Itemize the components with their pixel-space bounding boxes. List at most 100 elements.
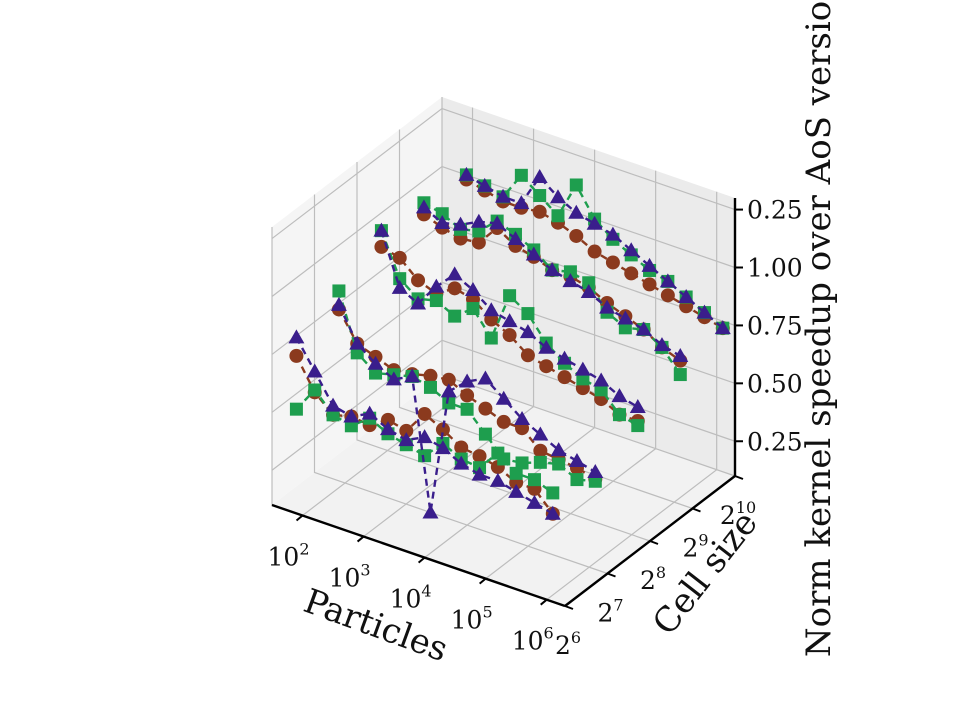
circle-marker (660, 288, 675, 303)
z-grid-line (271, 165, 736, 297)
square-marker (472, 224, 486, 238)
triangle-marker (672, 348, 689, 363)
triangle-marker (678, 289, 695, 303)
square-marker (442, 396, 456, 410)
triangle-marker (489, 472, 506, 487)
triangle-marker (501, 313, 518, 328)
y-tick-label-base: 2 (597, 599, 613, 628)
circle-marker (605, 255, 620, 270)
circle-marker (557, 370, 572, 385)
x-tick-label: 106 (512, 624, 554, 656)
triangle-marker (696, 304, 713, 319)
x-tick-label-base: 10 (512, 627, 544, 656)
triangle-marker (361, 405, 378, 420)
square-marker (673, 368, 687, 382)
square-marker (631, 419, 645, 433)
square-marker (484, 331, 498, 345)
square-marker (429, 294, 443, 308)
triangle-marker (483, 302, 500, 317)
y-tick-label-base: 2 (555, 631, 571, 660)
y-grid-line (313, 194, 608, 575)
square-marker (563, 265, 577, 279)
triangle-marker (549, 189, 566, 204)
circle-marker (539, 359, 554, 374)
triangle-marker (532, 426, 549, 441)
triangle-marker (476, 177, 493, 192)
y-tick-label-exp: 9 (698, 531, 708, 550)
triangle-marker (422, 504, 439, 519)
circle-marker (520, 348, 535, 363)
circle-marker (502, 328, 517, 343)
triangle-marker (586, 215, 603, 230)
triangle-marker (385, 371, 402, 386)
triangle-marker (416, 429, 433, 444)
x-tick-mark (479, 577, 487, 585)
square-marker (435, 207, 449, 221)
square-marker (533, 189, 547, 203)
circle-marker (460, 388, 475, 403)
y-tick-mark (607, 572, 616, 578)
square-marker (552, 457, 566, 471)
triangle-marker (428, 278, 445, 293)
circle-marker (642, 277, 657, 292)
triangle-marker (507, 230, 524, 245)
square-marker (448, 309, 462, 323)
y-tick-label-base: 2 (720, 501, 736, 530)
triangle-marker (568, 204, 585, 219)
y-tick-label-exp: 7 (613, 596, 623, 615)
triangle-marker (325, 397, 342, 412)
triangle-marker (519, 324, 536, 339)
square-marker (326, 408, 340, 422)
series-line (423, 206, 681, 358)
triangle-marker (446, 266, 463, 281)
triangle-marker (434, 214, 451, 229)
z-tick-label: 1.00 (747, 254, 803, 283)
circle-marker (532, 204, 547, 219)
y-tick-label: 210 (720, 498, 756, 530)
y-tick-label-exp: 6 (571, 628, 581, 647)
circle-marker (533, 443, 548, 458)
circle-marker (472, 449, 487, 464)
circle-marker (569, 228, 584, 243)
x-tick-label: 102 (268, 540, 310, 572)
square-marker (509, 466, 523, 480)
triangle-marker (398, 432, 415, 447)
triangle-marker (367, 355, 384, 370)
square-marker (618, 321, 632, 335)
series-line (465, 173, 724, 330)
triangle-marker (379, 421, 396, 436)
triangle-marker (470, 213, 487, 228)
triangle-marker (623, 242, 640, 257)
square-marker (332, 284, 346, 298)
x-tick-label-exp: 2 (299, 540, 309, 559)
series-line (380, 230, 639, 409)
triangle-marker (635, 321, 652, 336)
triangle-marker (525, 246, 542, 261)
square-marker (478, 427, 492, 441)
square-marker (582, 276, 596, 290)
circle-marker (447, 281, 462, 296)
triangle-marker (574, 361, 591, 376)
triangle-marker (556, 350, 573, 365)
square-marker (551, 209, 565, 223)
triangle-marker (458, 166, 475, 181)
triangle-marker (489, 215, 506, 230)
y-grid-line (441, 97, 736, 477)
square-marker (418, 449, 432, 463)
y-tick-label-exp: 8 (656, 563, 666, 582)
triangle-marker (714, 320, 731, 335)
x-tick-label-base: 10 (390, 585, 422, 614)
y-tick-mark (564, 605, 574, 610)
circle-marker (478, 401, 493, 416)
triangle-marker (459, 373, 476, 388)
z-tick-label: 0.75 (747, 311, 803, 340)
x-tick-label-base: 10 (451, 606, 483, 635)
triangle-marker (452, 216, 469, 231)
triangle-marker (404, 368, 421, 383)
square-marker (527, 473, 541, 487)
series-triangle (288, 166, 731, 520)
triangle-marker (580, 284, 597, 299)
z-grid-line (271, 107, 736, 240)
z-tick-label: 0.50 (747, 369, 803, 398)
